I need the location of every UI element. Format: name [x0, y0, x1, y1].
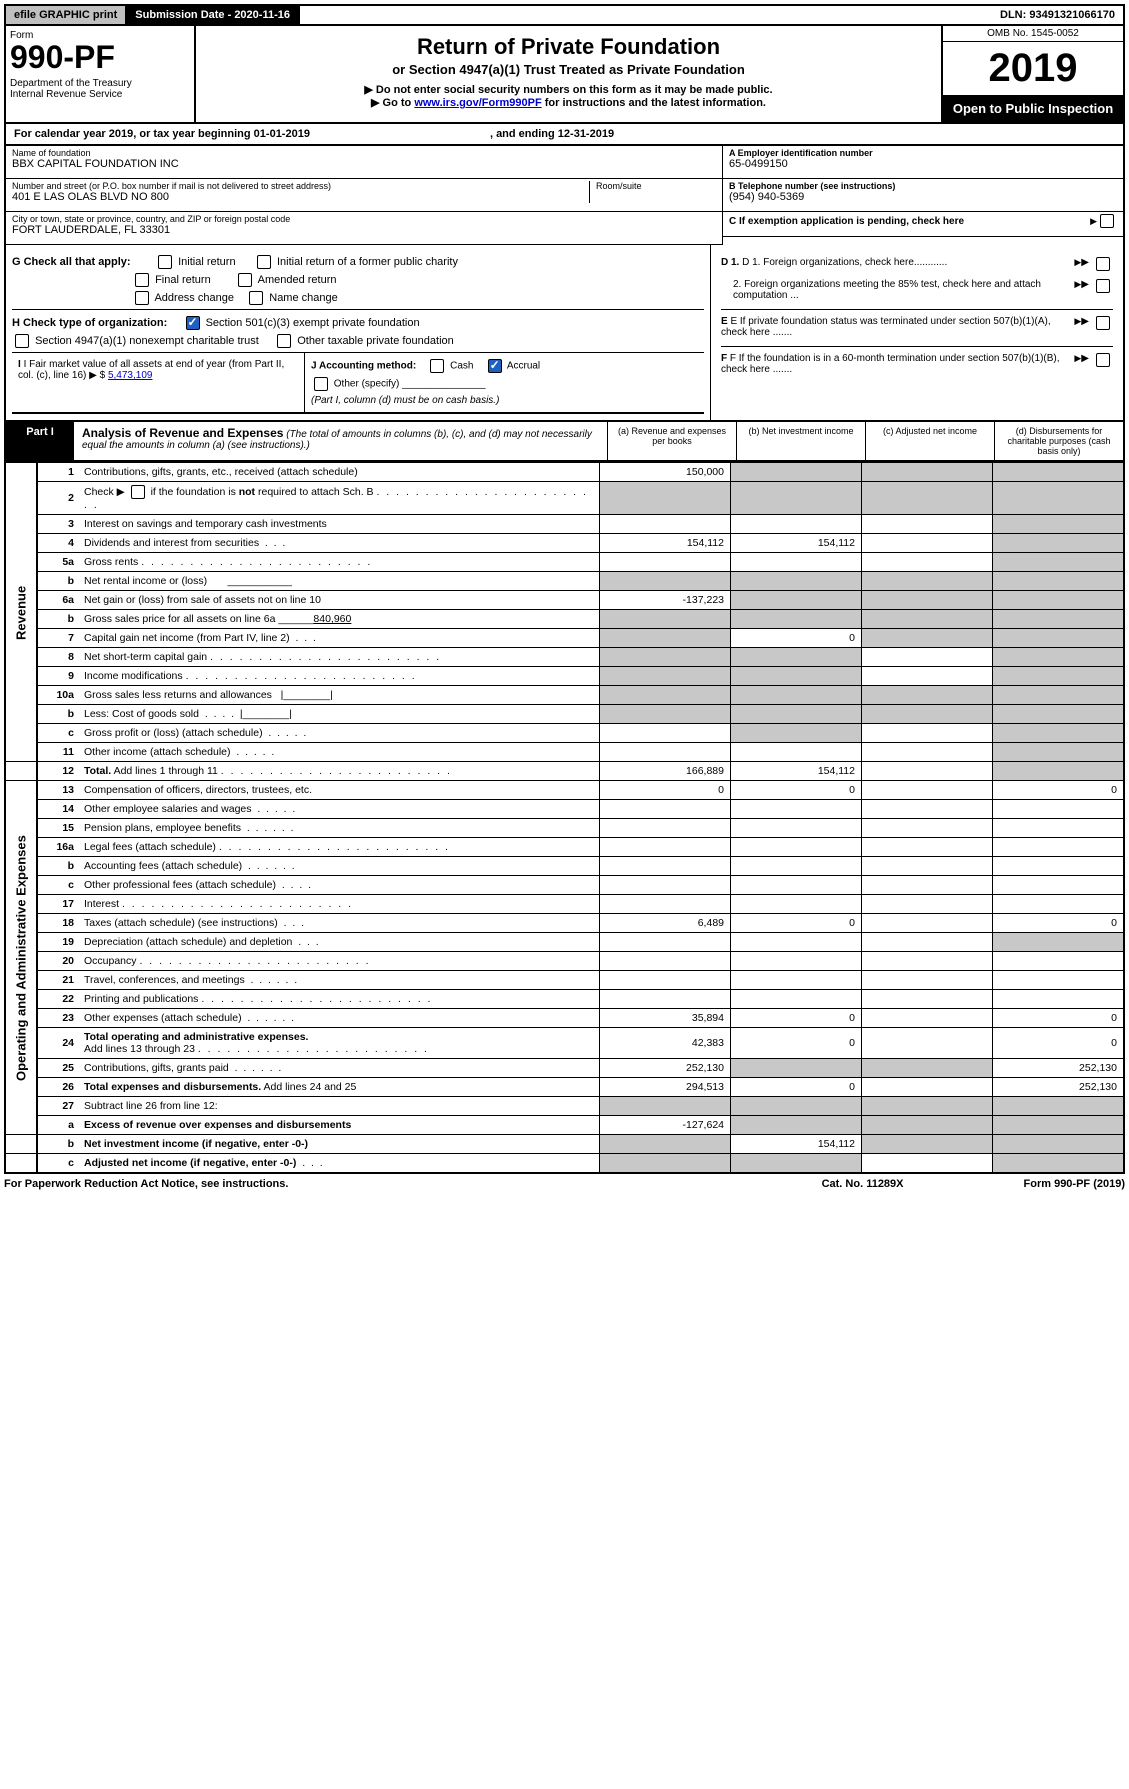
year-block: OMB No. 1545-0052 2019 Open to Public In…: [941, 26, 1123, 122]
year-end: 12-31-2019: [558, 128, 614, 140]
omb-number: OMB No. 1545-0052: [943, 26, 1123, 42]
year-begin: 01-01-2019: [254, 128, 310, 140]
room-suite-label: Room/suite: [596, 181, 716, 191]
e-checkbox[interactable]: [1096, 316, 1110, 330]
telephone-value: (954) 940-5369: [729, 191, 1117, 203]
501c3-checkbox[interactable]: [186, 316, 200, 330]
tax-year: 2019: [943, 42, 1123, 95]
other-taxable-checkbox[interactable]: [277, 334, 291, 348]
address-cell: Number and street (or P.O. box number if…: [6, 179, 722, 212]
d-e-f-block: D 1. D 1. Foreign organizations, check h…: [710, 245, 1123, 420]
f-checkbox[interactable]: [1096, 353, 1110, 367]
form-note-2: ▶ Go to www.irs.gov/Form990PF for instru…: [200, 96, 937, 109]
form-number: 990-PF: [10, 39, 190, 76]
calendar-year-row: For calendar year 2019, or tax year begi…: [4, 124, 1125, 146]
foundation-name-cell: Name of foundation BBX CAPITAL FOUNDATIO…: [6, 146, 722, 179]
final-return-checkbox[interactable]: [135, 273, 149, 287]
part1-label: Part I: [6, 422, 74, 460]
street-address: 401 E LAS OLAS BLVD NO 800: [12, 191, 589, 203]
city-state-zip: FORT LAUDERDALE, FL 33301: [12, 224, 716, 236]
col-c-header: (c) Adjusted net income: [865, 422, 994, 460]
part1-title-cell: Analysis of Revenue and Expenses (The to…: [74, 422, 607, 460]
revenue-side-label: Revenue: [5, 463, 37, 762]
j-accounting-cell: J Accounting method: Cash Accrual Other …: [304, 353, 704, 412]
paperwork-notice: For Paperwork Reduction Act Notice, see …: [4, 1178, 288, 1190]
other-method-checkbox[interactable]: [314, 377, 328, 391]
submission-date-cell: Submission Date - 2020-11-16: [127, 6, 300, 24]
d2-checkbox[interactable]: [1096, 279, 1110, 293]
cash-checkbox[interactable]: [430, 359, 444, 373]
dept-text: Department of the Treasury: [10, 78, 190, 89]
j-note: (Part I, column (d) must be on cash basi…: [311, 395, 698, 406]
exemption-pending-cell: C If exemption application is pending, c…: [723, 212, 1123, 237]
g-row: G Check all that apply: Initial return I…: [12, 255, 704, 269]
d1-checkbox[interactable]: [1096, 257, 1110, 271]
exemption-checkbox[interactable]: [1100, 214, 1114, 228]
col-a-header: (a) Revenue and expenses per books: [607, 422, 736, 460]
open-inspection: Open to Public Inspection: [943, 95, 1123, 122]
part1-table: Revenue 1Contributions, gifts, grants, e…: [4, 462, 1125, 1174]
accrual-checkbox[interactable]: [488, 359, 502, 373]
irs-link[interactable]: www.irs.gov/Form990PF: [414, 97, 541, 109]
sch-b-checkbox[interactable]: [131, 485, 145, 499]
i-fmv-cell: I I Fair market value of all assets at e…: [12, 353, 304, 412]
form-footer: Form 990-PF (2019): [1024, 1178, 1125, 1190]
form-title-block: Return of Private Foundation or Section …: [196, 26, 941, 122]
form-subtitle: or Section 4947(a)(1) Trust Treated as P…: [200, 62, 937, 77]
ein-value: 65-0499150: [729, 158, 1117, 170]
expenses-side-label: Operating and Administrative Expenses: [5, 781, 37, 1135]
foundation-name: BBX CAPITAL FOUNDATION INC: [12, 158, 716, 170]
form-header: Form 990-PF Department of the Treasury I…: [4, 26, 1125, 124]
name-change-checkbox[interactable]: [249, 291, 263, 305]
part1-header: Part I Analysis of Revenue and Expenses …: [4, 422, 1125, 462]
cat-no: Cat. No. 11289X: [822, 1178, 904, 1190]
initial-former-checkbox[interactable]: [257, 255, 271, 269]
col-d-header: (d) Disbursements for charitable purpose…: [994, 422, 1123, 460]
form-id-block: Form 990-PF Department of the Treasury I…: [6, 26, 196, 122]
top-bar: efile GRAPHIC print Submission Date - 20…: [4, 4, 1125, 26]
address-change-checkbox[interactable]: [135, 291, 149, 305]
h-row: H Check type of organization: Section 50…: [12, 309, 704, 330]
fmv-value: 5,473,109: [108, 370, 153, 381]
arrow-icon: [1090, 216, 1097, 227]
irs-text: Internal Revenue Service: [10, 89, 190, 100]
check-section: G Check all that apply: Initial return I…: [4, 245, 1125, 422]
dln-cell: DLN: 93491321066170: [992, 6, 1123, 24]
city-cell: City or town, state or province, country…: [6, 212, 722, 245]
amended-return-checkbox[interactable]: [238, 273, 252, 287]
4947-checkbox[interactable]: [15, 334, 29, 348]
telephone-cell: B Telephone number (see instructions) (9…: [723, 179, 1123, 212]
spacer: [300, 6, 992, 24]
col-b-header: (b) Net investment income: [736, 422, 865, 460]
efile-print-button[interactable]: efile GRAPHIC print: [6, 6, 127, 24]
ein-cell: A Employer identification number 65-0499…: [723, 146, 1123, 179]
entity-info: Name of foundation BBX CAPITAL FOUNDATIO…: [4, 146, 1125, 245]
form-note-1: ▶ Do not enter social security numbers o…: [200, 83, 937, 96]
page-footer: For Paperwork Reduction Act Notice, see …: [4, 1174, 1125, 1190]
initial-return-checkbox[interactable]: [158, 255, 172, 269]
form-title: Return of Private Foundation: [200, 34, 937, 60]
